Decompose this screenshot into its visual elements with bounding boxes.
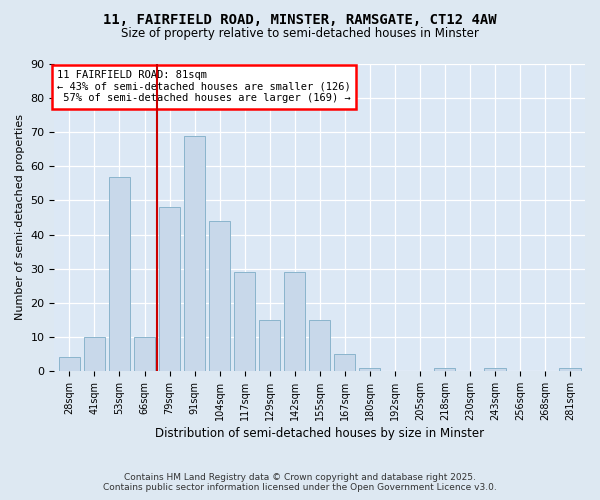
Bar: [434, 368, 455, 371]
Bar: [109, 176, 130, 371]
Bar: [334, 354, 355, 371]
Bar: [359, 368, 380, 371]
Bar: [184, 136, 205, 371]
Bar: [134, 337, 155, 371]
Text: Size of property relative to semi-detached houses in Minster: Size of property relative to semi-detach…: [121, 28, 479, 40]
Bar: [559, 368, 581, 371]
Text: 11, FAIRFIELD ROAD, MINSTER, RAMSGATE, CT12 4AW: 11, FAIRFIELD ROAD, MINSTER, RAMSGATE, C…: [103, 12, 497, 26]
Bar: [284, 272, 305, 371]
Bar: [259, 320, 280, 371]
Bar: [59, 358, 80, 371]
Bar: [84, 337, 105, 371]
Bar: [234, 272, 255, 371]
Text: Contains HM Land Registry data © Crown copyright and database right 2025.
Contai: Contains HM Land Registry data © Crown c…: [103, 473, 497, 492]
Bar: [209, 221, 230, 371]
Y-axis label: Number of semi-detached properties: Number of semi-detached properties: [15, 114, 25, 320]
Bar: [159, 207, 180, 371]
Bar: [484, 368, 506, 371]
Text: 11 FAIRFIELD ROAD: 81sqm
← 43% of semi-detached houses are smaller (126)
 57% of: 11 FAIRFIELD ROAD: 81sqm ← 43% of semi-d…: [57, 70, 351, 103]
X-axis label: Distribution of semi-detached houses by size in Minster: Distribution of semi-detached houses by …: [155, 427, 484, 440]
Bar: [309, 320, 331, 371]
